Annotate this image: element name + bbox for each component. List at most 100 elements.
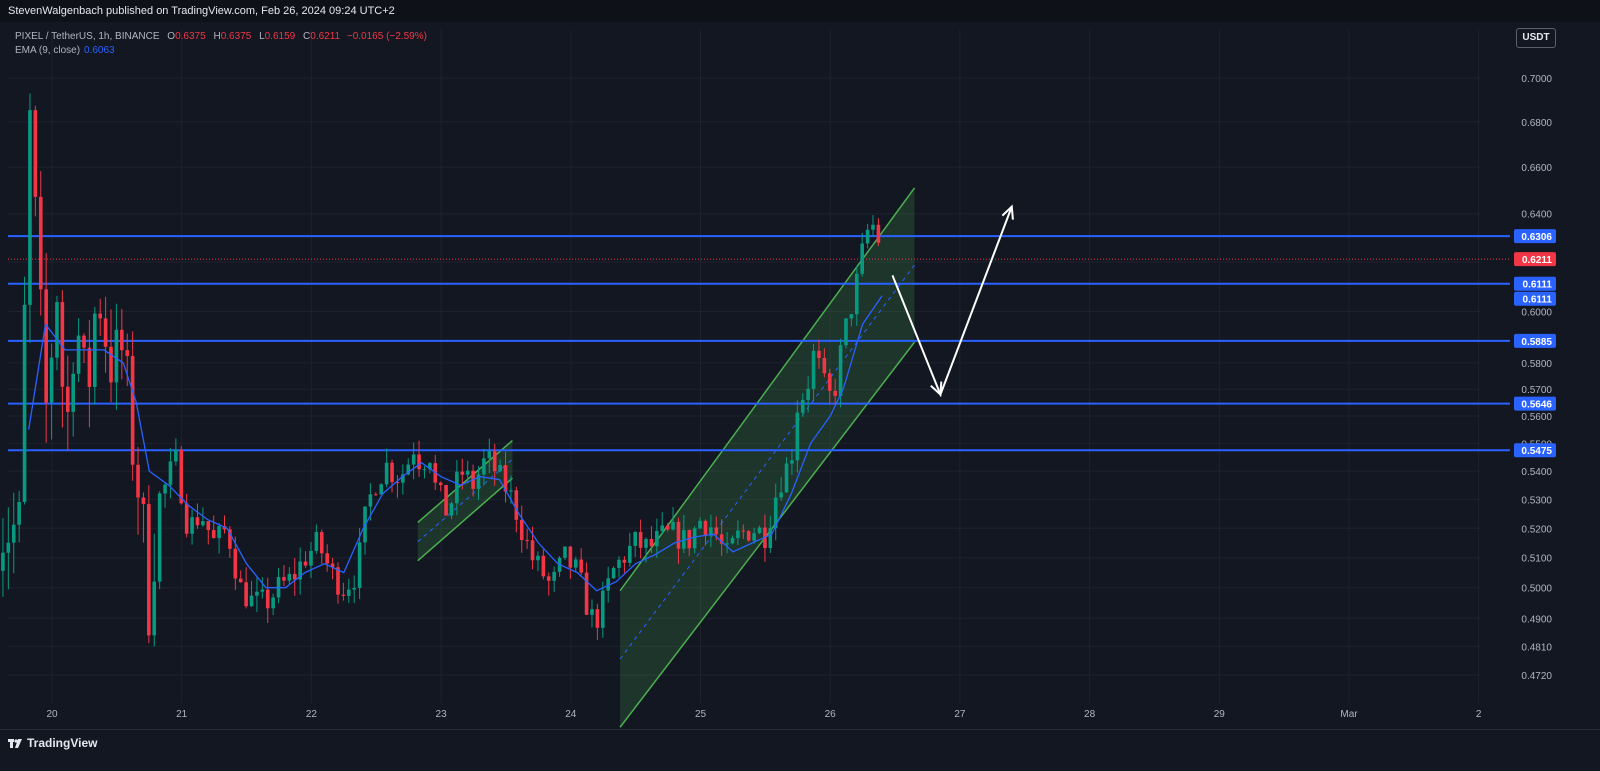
candle-down xyxy=(390,462,394,483)
candle-down xyxy=(292,573,297,580)
candle-up xyxy=(401,474,405,483)
candle-down xyxy=(703,520,708,536)
candle-up xyxy=(163,484,167,494)
candle-up xyxy=(455,471,459,504)
candle-down xyxy=(417,454,421,470)
candle-up xyxy=(682,530,686,549)
horizontal-levels[interactable] xyxy=(8,235,1510,452)
y-tick-label: 0.5300 xyxy=(1521,495,1552,506)
candle-up xyxy=(11,524,16,543)
candle-down xyxy=(460,471,465,475)
candle-down xyxy=(519,519,524,541)
candle-up xyxy=(628,545,632,563)
currency-button[interactable]: USDT xyxy=(1516,28,1556,48)
tradingview-logo[interactable]: TradingView xyxy=(8,735,97,751)
y-tick-label: 0.5700 xyxy=(1521,385,1552,396)
candle-down xyxy=(649,539,654,547)
candle-up xyxy=(49,357,54,403)
symbol-label[interactable]: PIXEL / TetherUS, 1h, BINANCE xyxy=(15,31,160,42)
candle-down xyxy=(741,530,746,532)
channels xyxy=(417,187,916,728)
candle-down xyxy=(98,313,103,319)
y-tick-label: 0.6000 xyxy=(1521,308,1552,319)
candle-up xyxy=(449,503,454,516)
time-axis[interactable]: 20 21 22 23 24 25 26 27 28 29 Mar 2 xyxy=(46,709,1481,720)
ema-line xyxy=(28,295,883,592)
candle-down xyxy=(714,527,719,535)
candle-down xyxy=(109,346,113,383)
candle-up xyxy=(552,571,556,581)
candle-up xyxy=(838,345,843,396)
x-tick-label: 26 xyxy=(825,709,837,720)
candle-up xyxy=(795,412,800,461)
y-tick-label: 0.4900 xyxy=(1521,614,1552,625)
candle-up xyxy=(590,609,594,615)
candle-up xyxy=(357,542,362,588)
x-tick-label: 20 xyxy=(46,709,58,720)
candle-down xyxy=(822,357,827,374)
channel-small-median xyxy=(417,458,513,542)
y-tick-label: 0.5000 xyxy=(1521,584,1552,595)
candle-up xyxy=(736,530,740,539)
candle-down xyxy=(33,110,38,197)
projection-arrow xyxy=(891,204,1014,398)
candle-down xyxy=(228,529,232,549)
candle-up xyxy=(773,497,778,528)
candle-up xyxy=(698,520,702,529)
candle-up xyxy=(563,546,567,558)
candle-up xyxy=(217,526,221,539)
ema-label[interactable]: EMA (9, close) xyxy=(15,45,81,56)
legend: PIXEL / TetherUS, 1h, BINANCE O0.6375 H0… xyxy=(15,30,427,58)
candle-up xyxy=(168,461,173,485)
x-tick-label: Mar xyxy=(1340,709,1358,720)
candle-up xyxy=(849,314,854,319)
candle-up xyxy=(422,469,427,471)
candle-up xyxy=(600,590,605,628)
candle-down xyxy=(125,350,130,356)
y-tick-label: 0.4810 xyxy=(1521,642,1552,653)
candle-down xyxy=(876,224,881,243)
candle-down xyxy=(330,563,335,568)
candle-up xyxy=(28,110,32,305)
candle-down xyxy=(676,521,681,549)
candle-down xyxy=(184,503,189,534)
candle-up xyxy=(314,532,319,551)
candle-up xyxy=(790,460,794,464)
candle-up xyxy=(152,581,157,636)
channel-small-upper xyxy=(417,440,513,524)
candle-up xyxy=(800,399,805,413)
low-label: L xyxy=(259,31,265,42)
candle-up xyxy=(22,304,27,502)
candle-up xyxy=(757,527,762,534)
candle-down xyxy=(265,589,270,609)
y-tick-label: 0.6600 xyxy=(1521,163,1552,174)
ema-row: EMA (9, close) 0.6063 xyxy=(15,44,427,58)
price-axis[interactable]: 0.70000.68000.66000.64000.62000.60000.58… xyxy=(1514,74,1556,682)
candle-up xyxy=(465,470,470,475)
candle-up xyxy=(617,559,621,568)
x-tick-label: 2 xyxy=(1476,709,1482,720)
y-tick-label: 0.5400 xyxy=(1521,467,1552,478)
low-value: 0.6159 xyxy=(264,31,296,42)
candle-up xyxy=(368,494,373,507)
last-price-tag: 0.6211 xyxy=(1514,252,1556,267)
projection-arrow-head-down xyxy=(930,381,943,397)
svg-text:0.6306: 0.6306 xyxy=(1521,232,1552,243)
svg-text:0.6211: 0.6211 xyxy=(1522,255,1552,266)
candle-down xyxy=(44,289,48,403)
candle-up xyxy=(487,451,492,459)
projection-arrow-head-up xyxy=(1001,204,1014,220)
publish-info: StevenWalgenbach published on TradingVie… xyxy=(0,0,1600,22)
ema-polyline xyxy=(28,295,883,592)
candle-down xyxy=(319,532,324,554)
candle-down xyxy=(503,465,508,492)
candle-down xyxy=(395,482,400,484)
candle-up xyxy=(406,464,411,475)
high-label: H xyxy=(213,31,221,42)
y-tick-label: 0.6800 xyxy=(1521,118,1552,129)
level-price-tag: 0.5475 xyxy=(1514,443,1556,458)
candle-up xyxy=(384,462,389,485)
svg-text:0.6111: 0.6111 xyxy=(1523,295,1553,306)
candle-up xyxy=(660,525,665,532)
